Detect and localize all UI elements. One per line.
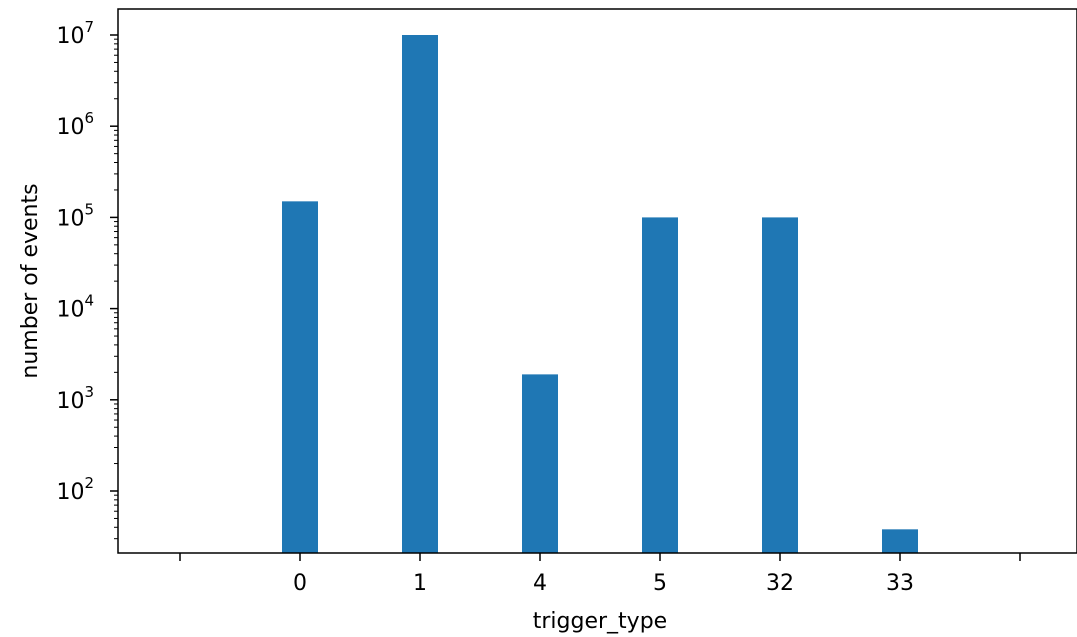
x-tick-label: 32 xyxy=(766,571,794,596)
bar xyxy=(402,35,438,553)
y-tick-label: 103 xyxy=(56,383,94,414)
y-axis-label: number of events xyxy=(18,183,43,378)
y-tick-label: 106 xyxy=(56,109,94,140)
plot-frame xyxy=(117,8,1077,554)
x-ticks: 0 1 4 5 32 33 xyxy=(179,553,1021,596)
y-tick-label: 107 xyxy=(56,18,94,49)
x-tick-label: 4 xyxy=(533,571,547,596)
x-tick-label: 5 xyxy=(653,571,667,596)
y-tick-label: 105 xyxy=(56,200,94,231)
bars xyxy=(282,35,918,553)
bar xyxy=(642,217,678,553)
bar xyxy=(282,201,318,553)
bar xyxy=(522,374,558,553)
y-ticks: 102 103 104 105 106 107 xyxy=(56,18,118,505)
y-tick-label: 104 xyxy=(56,292,94,323)
x-tick-label: 33 xyxy=(886,571,914,596)
x-tick-label: 1 xyxy=(413,571,427,596)
bar xyxy=(882,529,918,553)
x-axis-label: trigger_type xyxy=(533,609,667,634)
y-tick-label: 102 xyxy=(56,474,94,505)
x-tick-label: 0 xyxy=(293,571,307,596)
bar xyxy=(762,217,798,553)
